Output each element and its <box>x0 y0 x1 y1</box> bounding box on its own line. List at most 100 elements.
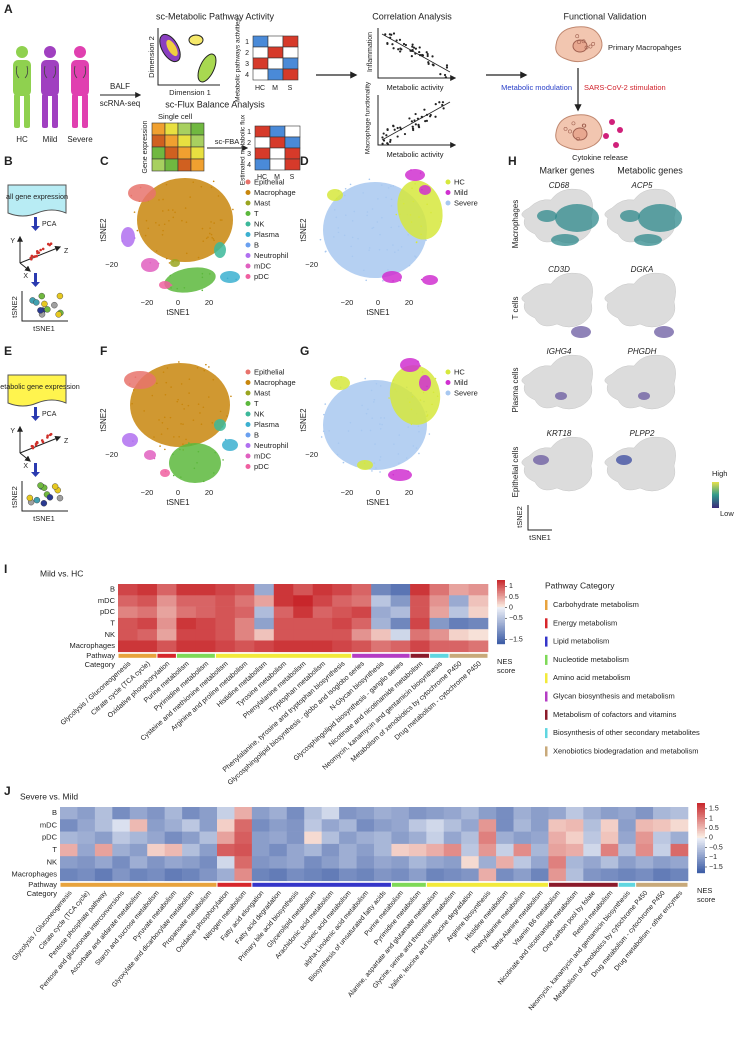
legend-swatch <box>545 691 548 702</box>
colorbar-step <box>697 864 705 867</box>
heat-cell <box>468 606 489 619</box>
heat-cell <box>429 629 450 641</box>
heat-cell <box>531 856 549 869</box>
dot <box>442 107 445 110</box>
dot <box>412 46 416 49</box>
cell-dot <box>333 236 335 238</box>
expr-cell <box>177 134 192 148</box>
heat-cell <box>513 807 532 820</box>
matrix-cell <box>267 46 284 59</box>
heat-cell <box>461 843 479 857</box>
heat-cell <box>118 595 138 607</box>
column-label: Glycine, serine and threonine metabolism <box>372 889 458 990</box>
heat-cell <box>217 843 235 857</box>
cell-dot <box>399 279 402 282</box>
colorbar-step <box>497 640 505 643</box>
label: 0 <box>376 488 380 497</box>
category-bar <box>618 882 636 887</box>
dot <box>56 494 64 502</box>
cell-dot <box>210 186 213 189</box>
heat-cell <box>147 831 165 845</box>
cell-dot <box>371 227 373 230</box>
legend-label: Mild <box>454 378 468 387</box>
dot <box>33 299 40 306</box>
dot <box>393 128 396 131</box>
cell-dot <box>151 394 154 397</box>
cell-dot <box>343 194 346 197</box>
heat-cell <box>234 595 255 607</box>
heat-cell <box>332 606 352 619</box>
heat-cell <box>137 617 158 630</box>
legend-label: Carbohydrate metabolism <box>553 600 639 609</box>
legend-swatch <box>545 673 548 684</box>
label: B <box>110 585 115 594</box>
heat-cell <box>77 831 96 845</box>
heat-cell <box>351 595 372 607</box>
colorbar-step <box>697 836 705 839</box>
heat-cell <box>391 831 410 845</box>
legend-swatch <box>245 411 251 417</box>
cell-dot <box>217 195 220 197</box>
cell-dot <box>374 443 376 445</box>
cluster <box>400 358 420 372</box>
heat-cell <box>531 843 549 857</box>
colorbar-step <box>497 623 505 626</box>
down-arrow <box>34 273 37 283</box>
axis <box>527 505 552 531</box>
label: 0 <box>176 488 180 497</box>
heat-cell <box>339 831 357 845</box>
matrix-cell <box>269 147 286 160</box>
cell-dot <box>160 433 163 435</box>
cell-dot <box>139 186 142 189</box>
cell-dot <box>400 246 403 248</box>
cell-dot <box>383 417 386 419</box>
column-label: Glycolysis / Gluconeogenesis <box>60 660 133 727</box>
colorbar-step <box>697 827 705 830</box>
label: B <box>52 808 57 817</box>
cluster <box>188 34 204 46</box>
cell-dot <box>219 219 222 221</box>
dot <box>414 112 417 116</box>
cell-dot <box>440 220 442 223</box>
cell-dot <box>200 185 203 188</box>
cell-dot <box>418 430 420 433</box>
cell-dot <box>205 237 208 240</box>
colorbar-step <box>497 597 505 600</box>
heat-cell <box>234 640 255 653</box>
expr-cell <box>151 158 166 172</box>
heat-cell <box>443 831 462 845</box>
heat-cell <box>426 807 445 820</box>
panel-label: B <box>4 154 13 168</box>
cell-dot <box>418 452 420 455</box>
heat-cell <box>195 606 216 619</box>
cell-dot <box>421 371 424 373</box>
heat-cell <box>635 819 654 832</box>
heat-cell <box>215 640 236 653</box>
heat-cell <box>653 868 671 882</box>
cell-dot <box>212 180 215 183</box>
dot <box>426 54 429 58</box>
matrix-cell <box>284 158 301 171</box>
colorbar-step <box>497 637 505 640</box>
cluster <box>169 443 221 483</box>
legend-swatch <box>445 380 451 385</box>
dot <box>30 254 34 258</box>
heat-cell <box>182 868 200 882</box>
label: tSNE1 <box>366 498 390 507</box>
heat-cell <box>182 807 200 820</box>
category-bar <box>118 653 157 658</box>
panel-label: J <box>4 784 11 798</box>
heat-cell <box>583 843 602 857</box>
cell-dot <box>222 459 224 461</box>
colorbar-step <box>497 611 505 614</box>
colorbar-step <box>697 848 705 851</box>
expr-cell <box>190 122 205 136</box>
expression <box>533 455 549 465</box>
heat-cell <box>449 640 469 653</box>
cell-dot <box>158 224 160 226</box>
cell-dot <box>390 205 393 207</box>
heat-cell <box>653 856 671 869</box>
heat-cell <box>118 617 138 630</box>
cluster <box>164 267 216 293</box>
label: mDC <box>40 820 58 829</box>
